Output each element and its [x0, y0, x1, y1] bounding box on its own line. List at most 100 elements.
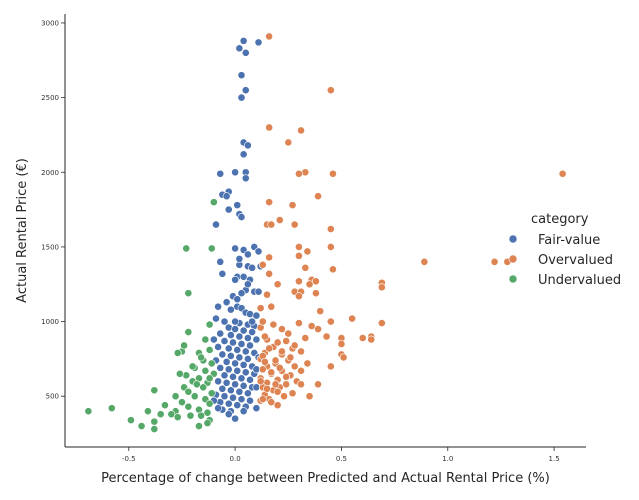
data-point [161, 401, 169, 410]
data-point [303, 359, 312, 368]
data-point [197, 411, 205, 420]
data-point [307, 322, 316, 330]
data-point [265, 32, 274, 41]
data-point [288, 201, 297, 210]
data-point [326, 317, 335, 326]
data-point [243, 389, 252, 398]
data-point [260, 357, 269, 366]
data-point [290, 220, 299, 229]
data-point [243, 334, 252, 342]
data-point [207, 389, 216, 398]
data-point [265, 123, 274, 132]
data-point [284, 138, 293, 147]
data-point [290, 362, 299, 371]
data-point [314, 325, 322, 333]
data-point [199, 383, 208, 392]
legend-label: Undervalued [538, 273, 621, 288]
data-point [233, 366, 242, 375]
data-point [237, 395, 246, 404]
data-point [305, 280, 314, 289]
y-tick-label: 2000 [41, 169, 59, 177]
data-point [184, 328, 193, 336]
data-point [216, 363, 225, 372]
data-point [278, 325, 286, 333]
data-point [256, 304, 265, 313]
data-point [254, 38, 263, 47]
data-point [190, 392, 199, 401]
data-point [246, 341, 254, 350]
data-point [237, 340, 246, 348]
data-point [252, 335, 261, 344]
x-tick-label: 0.0 [230, 455, 241, 463]
y-tick-label: 500 [46, 393, 59, 401]
data-point [207, 244, 216, 253]
data-point [137, 422, 146, 430]
data-point [265, 269, 274, 278]
data-point [107, 404, 116, 413]
data-point [295, 243, 303, 251]
data-point [420, 257, 429, 266]
data-point [186, 411, 195, 420]
legend: category Fair-value Overvalued Undervalued [508, 212, 621, 288]
data-point [297, 380, 305, 389]
data-point [222, 357, 231, 366]
data-point [246, 310, 254, 319]
data-point [297, 126, 305, 135]
data-point [214, 404, 223, 413]
data-point [167, 410, 176, 419]
data-point [231, 244, 240, 253]
data-point [237, 289, 246, 298]
data-point [316, 307, 325, 316]
legend-marker [508, 254, 518, 264]
data-point [226, 386, 235, 395]
y-tick-label: 1000 [41, 318, 59, 326]
data-point [239, 150, 248, 159]
data-point [209, 198, 218, 207]
data-point [265, 344, 274, 353]
data-point [226, 352, 235, 360]
data-point [322, 332, 331, 341]
data-point [326, 243, 335, 251]
data-point [233, 295, 242, 304]
data-point [229, 393, 237, 402]
data-point [235, 387, 244, 396]
data-point [241, 347, 250, 356]
data-point [84, 407, 93, 416]
data-point [358, 334, 367, 342]
data-point [312, 277, 320, 286]
data-point [184, 289, 193, 298]
data-point [224, 410, 233, 419]
data-point [224, 365, 233, 374]
data-point [237, 93, 246, 102]
data-point [197, 353, 205, 362]
data-point [220, 392, 229, 401]
data-point [295, 277, 303, 286]
data-point [273, 338, 282, 347]
data-point [207, 359, 216, 368]
data-point [224, 205, 233, 214]
data-point [180, 341, 188, 350]
data-point [205, 374, 214, 383]
data-point [243, 355, 252, 363]
data-point [558, 169, 567, 178]
data-point [271, 380, 280, 389]
y-tick-label: 2500 [41, 94, 59, 102]
data-point [265, 253, 274, 262]
data-point [263, 290, 271, 299]
data-point [229, 372, 237, 381]
plot-area [84, 32, 567, 433]
data-point [184, 387, 193, 396]
data-point [175, 369, 184, 378]
data-point [280, 392, 288, 401]
data-point [127, 416, 135, 425]
data-point [239, 36, 248, 45]
data-point [286, 353, 295, 362]
data-point [231, 317, 240, 326]
data-point [216, 169, 225, 178]
data-point [377, 283, 386, 292]
data-point [235, 353, 244, 362]
data-point [337, 340, 346, 348]
data-point [203, 419, 212, 428]
data-point [377, 319, 386, 327]
x-tick-label: 1.0 [442, 455, 453, 463]
